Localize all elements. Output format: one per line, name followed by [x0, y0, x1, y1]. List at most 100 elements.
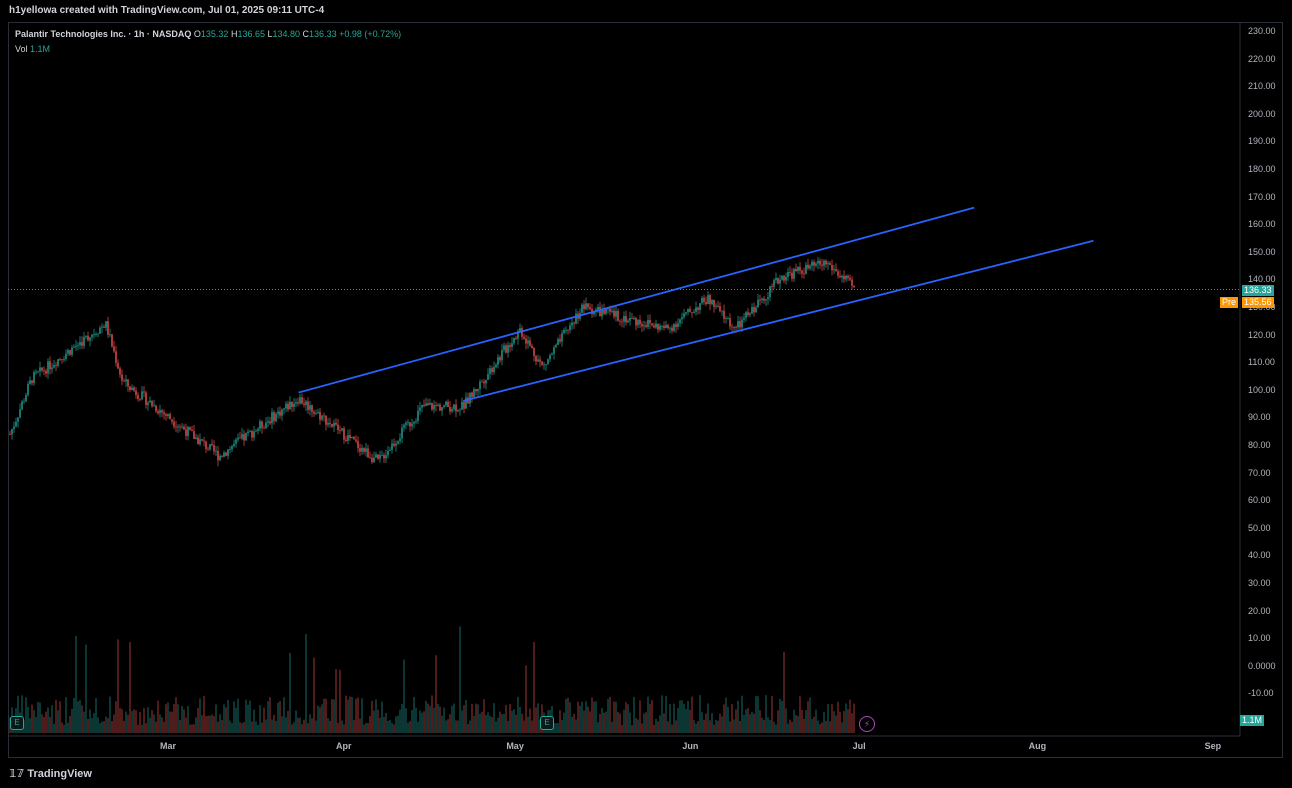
candle-body	[607, 308, 609, 310]
volume-bar	[275, 720, 277, 733]
volume-bar	[123, 720, 125, 733]
candle-body	[79, 342, 81, 346]
volume-bar	[115, 701, 117, 733]
volume-bar	[223, 704, 225, 733]
candle-body	[687, 308, 689, 313]
volume-bar	[679, 700, 681, 733]
time-axis-label: Mar	[160, 741, 177, 751]
candle-body	[773, 280, 775, 287]
volume-bar	[653, 724, 655, 733]
volume-bar	[127, 714, 129, 733]
candle-body	[395, 443, 397, 446]
volume-bar	[797, 716, 799, 733]
volume-bar	[443, 707, 445, 733]
volume-bar	[335, 669, 337, 733]
candle-body	[785, 276, 787, 281]
volume-bar	[625, 702, 627, 733]
earnings-icon[interactable]: E	[10, 716, 24, 730]
candle-body	[449, 407, 451, 412]
candle-body	[837, 271, 839, 276]
candle-body	[55, 365, 57, 366]
volume-bar	[359, 718, 361, 733]
volume-bar	[235, 707, 237, 733]
candle-body	[207, 448, 209, 450]
volume-bar	[807, 701, 809, 733]
volume-bar	[43, 716, 45, 733]
candle-body	[297, 402, 299, 404]
volume-bar	[211, 714, 213, 733]
pre-market-tag: 135.56	[1242, 297, 1274, 308]
volume-bar	[229, 720, 231, 733]
candle-body	[723, 310, 725, 319]
volume-bar	[725, 697, 727, 733]
volume-bar	[423, 711, 425, 733]
volume-bar	[435, 655, 437, 733]
volume-bar	[809, 697, 811, 733]
volume-bar	[143, 707, 145, 733]
volume-bar	[581, 701, 583, 733]
volume-bar	[483, 699, 485, 733]
volume-bar	[765, 695, 767, 733]
earnings-icon[interactable]: E	[540, 716, 554, 730]
volume-bar	[845, 703, 847, 733]
volume-bar	[801, 709, 803, 733]
candle-body	[281, 409, 283, 416]
volume-bar	[439, 706, 441, 733]
candle-body	[661, 325, 663, 327]
lightning-icon[interactable]: ⚡	[859, 716, 875, 732]
candle-body	[767, 297, 769, 300]
volume-bar	[627, 704, 629, 733]
price-axis-label: 170.00	[1248, 191, 1276, 202]
volume-bar	[795, 715, 797, 733]
candle-body	[189, 427, 191, 430]
volume-bar	[459, 626, 461, 733]
candle-body	[47, 361, 49, 374]
candle-body	[733, 327, 735, 328]
volume-bar	[231, 723, 233, 733]
candle-body	[717, 305, 719, 307]
candle-body	[515, 338, 517, 339]
candle-body	[341, 428, 343, 431]
volume-bar	[133, 709, 135, 733]
candle-body	[823, 260, 825, 266]
candle-body	[429, 403, 431, 405]
volume-bar	[839, 711, 841, 733]
volume-bar	[379, 717, 381, 733]
candle-body	[181, 426, 183, 428]
volume-bar	[41, 714, 43, 733]
candle-body	[277, 411, 279, 414]
volume-bar	[147, 707, 149, 733]
candle-body	[653, 325, 655, 328]
candle-body	[17, 417, 19, 422]
volume-bar	[535, 707, 537, 733]
volume-bar	[445, 720, 447, 733]
volume-bar	[93, 713, 95, 733]
candle-body	[397, 441, 399, 444]
candle-body	[299, 397, 301, 404]
candle-body	[475, 389, 477, 392]
volume-bar	[595, 701, 597, 733]
volume-bar	[509, 703, 511, 733]
volume-bar	[151, 710, 153, 733]
volume-bar	[313, 657, 315, 733]
volume-bar	[33, 710, 35, 733]
candle-body	[451, 409, 453, 412]
volume-bar	[225, 707, 227, 733]
volume-bar	[251, 721, 253, 733]
volume-bar	[269, 697, 271, 733]
volume-bar	[645, 712, 647, 733]
candle-body	[735, 327, 737, 328]
candle-body	[793, 268, 795, 279]
volume-bar	[587, 706, 589, 733]
candle-body	[531, 345, 533, 348]
candle-body	[195, 437, 197, 439]
candle-body	[65, 353, 67, 359]
change-value: +0.98 (+0.72%)	[339, 29, 402, 39]
volume-bar	[721, 716, 723, 733]
volume-bar	[607, 698, 609, 733]
candle-body	[497, 357, 499, 365]
candle-body	[559, 339, 561, 342]
volume-bar	[193, 724, 195, 733]
volume-bar	[525, 665, 527, 733]
